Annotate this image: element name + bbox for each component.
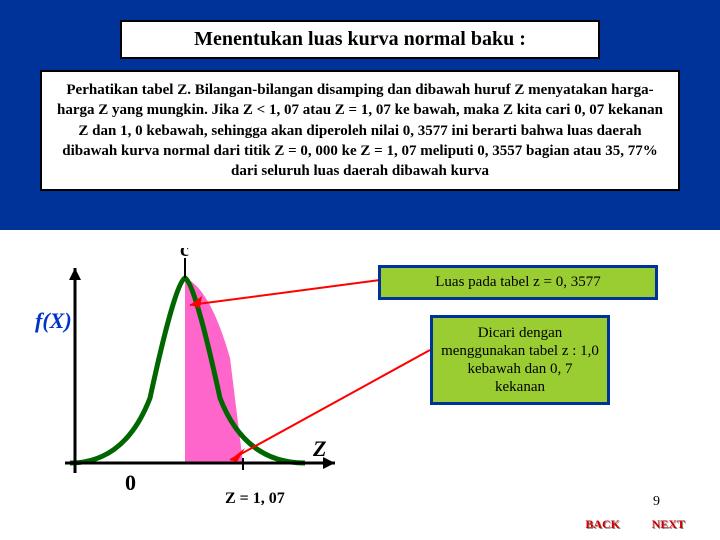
description-box: Perhatikan tabel Z. Bilangan-bilangan di…	[40, 70, 680, 191]
y-axis-label: f(X)	[35, 308, 72, 333]
arrow-1	[180, 260, 390, 310]
z-value-label: Z = 1, 07	[225, 490, 285, 508]
page-number: 9	[653, 494, 660, 510]
slide-title: Menentukan luas kurva normal baku :	[120, 20, 600, 59]
back-button[interactable]: BACK	[585, 517, 620, 532]
origin-label: 0	[125, 470, 136, 495]
arrow-2	[215, 340, 435, 470]
callout-area-value: Luas pada tabel z = 0, 3577	[378, 265, 658, 300]
next-button[interactable]: NEXT	[652, 517, 685, 532]
callout-lookup-method: Dicari dengan menggunakan tabel z : 1,0 …	[430, 315, 610, 405]
